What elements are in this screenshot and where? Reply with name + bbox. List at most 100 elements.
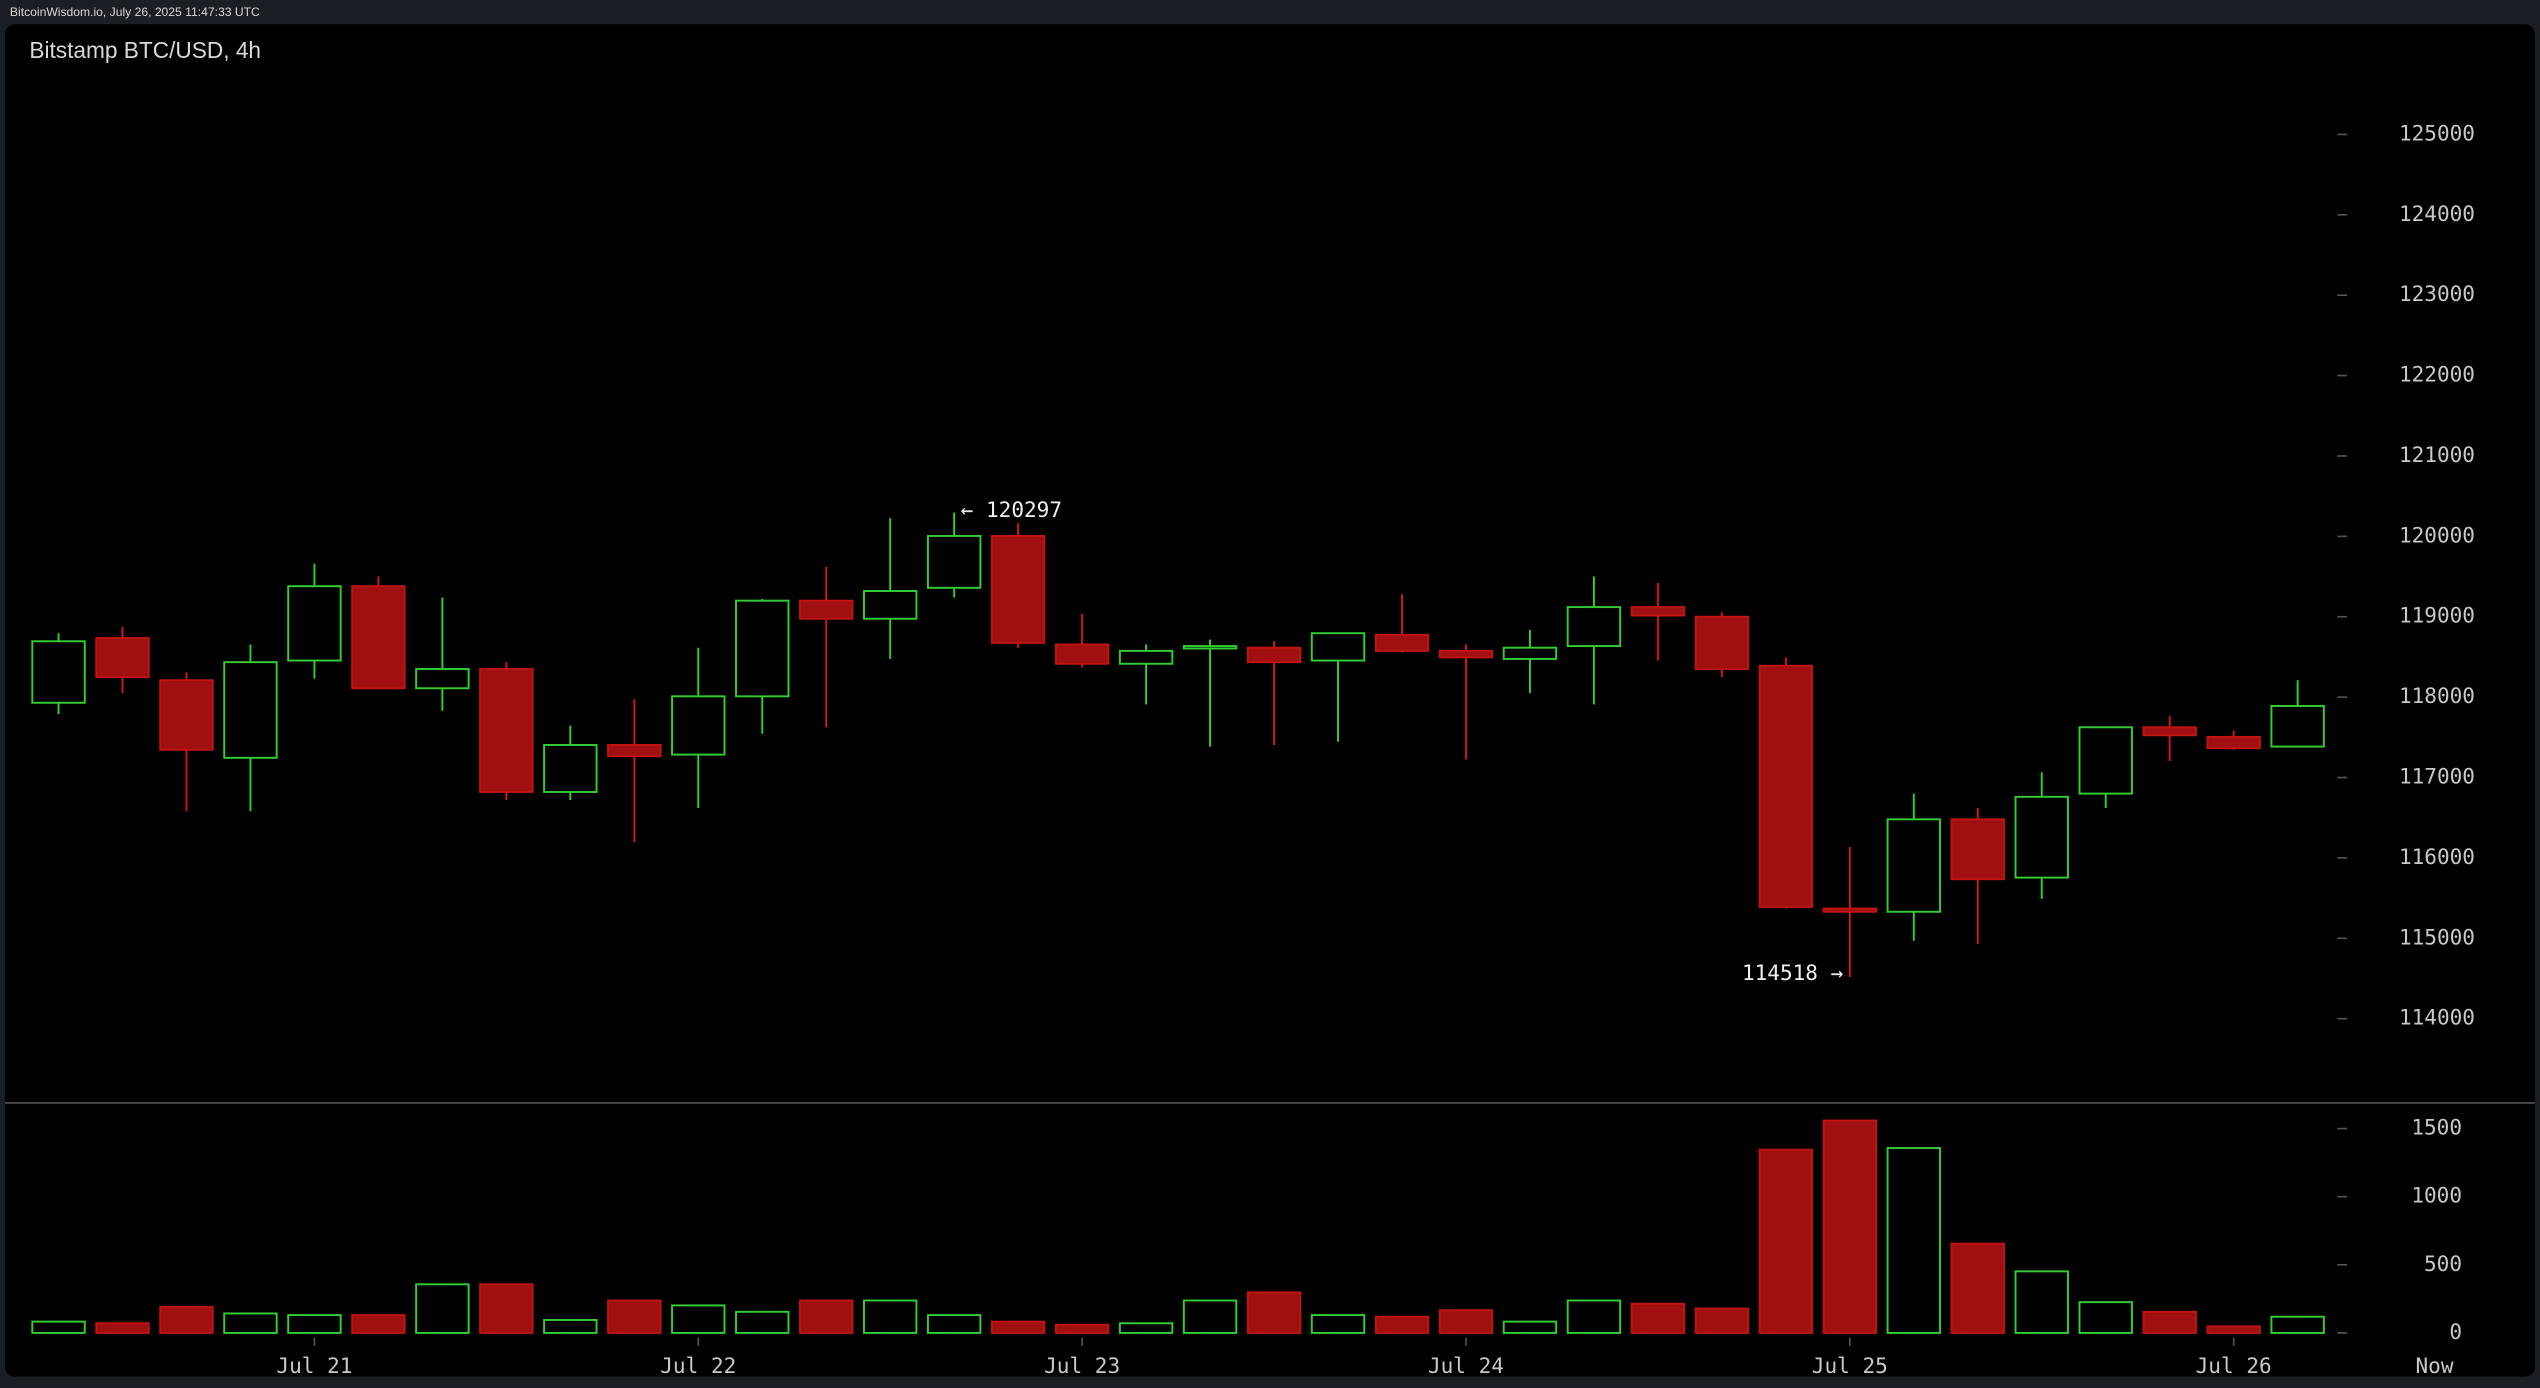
volume-bar [607, 1299, 662, 1334]
volume-bar [1630, 1302, 1686, 1334]
volume-bar [1950, 1242, 2005, 1334]
volume-bar [95, 1322, 150, 1334]
volume-bar [1246, 1291, 1302, 1334]
y-tick-label: 125000 [2399, 120, 2475, 145]
volume-bar [543, 1319, 598, 1334]
y-tick-label: 119000 [2399, 603, 2475, 628]
volume-bar [1886, 1147, 1941, 1334]
x-tick-label: Jul 26 [2196, 1353, 2272, 1378]
candle-body [1566, 606, 1622, 648]
volume-bar [1694, 1307, 1750, 1334]
candle-body [1502, 646, 1558, 660]
candle-body [1182, 645, 1238, 650]
volume-bar [1118, 1322, 1174, 1334]
candle-body [1118, 649, 1174, 665]
candle-body [2142, 726, 2197, 737]
volume-bar [1758, 1148, 1814, 1334]
volume-bar [2014, 1270, 2069, 1334]
volume-bar [415, 1283, 470, 1334]
volume-tick-label: 1500 [2411, 1115, 2462, 1140]
candle-body [926, 534, 982, 589]
volume-bar [159, 1306, 214, 1334]
candle-body [1246, 646, 1302, 664]
volume-tick-label: 0 [2449, 1319, 2462, 1344]
chart-title: Bitstamp BTC/USD, 4h [29, 37, 261, 63]
x-tick-label: Jul 25 [1812, 1353, 1888, 1378]
price-annotation: ← 120297 [961, 497, 1062, 522]
y-tick-label: 124000 [2399, 201, 2475, 226]
candle-body [671, 695, 726, 756]
candle-body [1822, 907, 1878, 913]
candle-body [1438, 649, 1494, 659]
volume-bar [31, 1320, 86, 1334]
candle-body [607, 743, 662, 758]
candle-body [351, 585, 406, 690]
y-tick-label: 115000 [2399, 924, 2475, 949]
price-annotation: 114518 → [1742, 960, 1843, 985]
x-tick-label: Jul 24 [1428, 1353, 1504, 1378]
volume-bar [863, 1299, 918, 1334]
candle-body [2014, 795, 2069, 879]
candle-body [1758, 664, 1814, 908]
volume-bar [2206, 1325, 2261, 1334]
candle-body [95, 637, 150, 679]
header-text: BitcoinWisdom.io, July 26, 2025 11:47:33… [10, 5, 260, 19]
chart-panel [5, 24, 2535, 1377]
candle-body [1374, 633, 1430, 652]
x-tick-label: Jul 22 [660, 1353, 736, 1378]
candle-body [2078, 726, 2133, 795]
volume-bar [1566, 1299, 1622, 1334]
volume-bar [1502, 1320, 1558, 1334]
volume-bar [1822, 1119, 1878, 1334]
candle-body [2206, 735, 2261, 750]
y-tick-label: 121000 [2399, 442, 2475, 467]
candle-body [863, 590, 918, 620]
volume-bar [671, 1304, 726, 1334]
x-end-label: Now [2415, 1353, 2453, 1378]
candle-body [799, 599, 854, 620]
volume-bar [287, 1314, 342, 1334]
candle-body [31, 640, 86, 704]
volume-tick-label: 500 [2424, 1251, 2462, 1276]
volume-tick-label: 1000 [2411, 1183, 2462, 1208]
candle-body [990, 534, 1046, 644]
y-tick-label: 122000 [2399, 362, 2475, 387]
candle-body [1054, 643, 1110, 665]
candle-body [1630, 606, 1686, 617]
volume-bar [735, 1310, 790, 1334]
y-tick-label: 118000 [2399, 683, 2475, 708]
volume-bar [1438, 1309, 1494, 1334]
y-tick-label: 116000 [2399, 844, 2475, 869]
volume-bar [1182, 1299, 1238, 1334]
y-tick-label: 123000 [2399, 281, 2475, 306]
y-tick-label: 120000 [2399, 522, 2475, 547]
candle-body [1950, 818, 2005, 881]
y-tick-label: 117000 [2399, 764, 2475, 789]
x-tick-label: Jul 21 [276, 1353, 352, 1378]
volume-bar [1054, 1323, 1110, 1334]
candle-body [2270, 704, 2325, 748]
volume-bar [479, 1283, 534, 1334]
candle-body [1886, 818, 1941, 913]
y-tick-label: 114000 [2399, 1005, 2475, 1030]
volume-bar [2078, 1301, 2133, 1334]
candle-body [543, 743, 598, 793]
candle-body [479, 668, 534, 793]
candle-body [287, 585, 342, 662]
candle-body [1694, 615, 1750, 670]
candle-body [1310, 632, 1366, 662]
volume-bar [223, 1312, 278, 1334]
volume-bar [2142, 1310, 2197, 1334]
volume-bar [1310, 1314, 1366, 1334]
candle-body [159, 679, 214, 751]
candle-body [735, 599, 790, 698]
volume-bar [1374, 1315, 1430, 1334]
candle-body [223, 661, 278, 759]
volume-bar [990, 1320, 1046, 1334]
volume-bar [926, 1314, 982, 1334]
volume-bar [799, 1299, 854, 1334]
volume-bar [2270, 1315, 2325, 1334]
x-tick-label: Jul 23 [1044, 1353, 1120, 1378]
